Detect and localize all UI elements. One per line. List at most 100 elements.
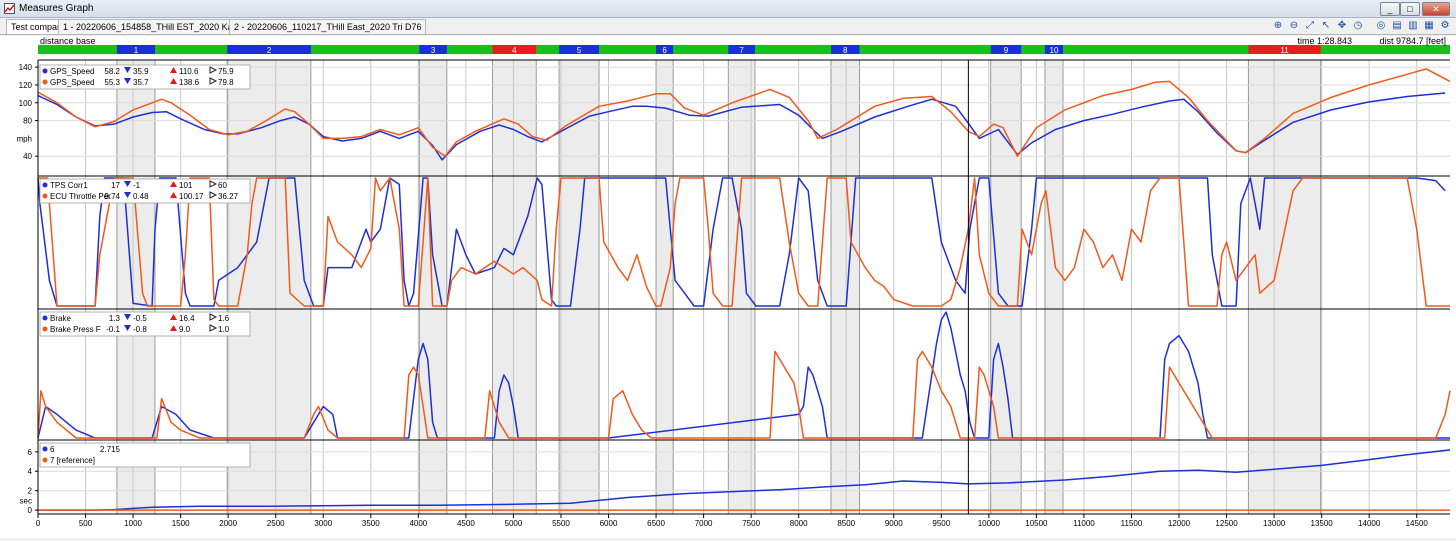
x-tick-label: 3000 [314,519,332,528]
legend-current-value: 2.715 [100,445,121,454]
segment-label: 8 [843,46,848,55]
minimize-button[interactable]: _ [1380,2,1400,16]
segment-1 [116,45,155,54]
layout-2-icon[interactable]: ▥ [1408,20,1418,31]
tab-run-2[interactable]: 2 - 20220606_110217_THill East_2020 Tri … [229,19,427,34]
legend-series-name: 7 [reference] [50,456,95,465]
min-icon [124,67,131,73]
track-icon[interactable]: ◎ [1376,20,1386,31]
legend-current-value: 1.3 [109,314,121,323]
graph-toolbar: ⊕ ⊖ ⤢ ↖ ✥ ◷ ◎ ▤ ▥ ▦ ⚙ [1271,19,1452,33]
min-icon [124,314,131,320]
min-icon [124,78,131,84]
legend-max-value: 16.4 [179,314,195,323]
legend-marker [42,446,48,452]
segment-label: 11 [1280,46,1289,55]
legend-series-name: GPS_Speed [50,67,94,76]
x-tick-label: 8000 [790,519,808,528]
tab-bar: Test compare 1 - 20220606_154858_THill E… [0,18,1456,35]
y-tick-label: 140 [19,63,33,72]
min-icon [124,325,131,331]
segment-bar: 1 2 3 4 5 6 7 8 9 10 11 [38,45,1450,55]
avg-icon [209,324,218,332]
legend-series-name: Brake [50,314,71,323]
legend-avg-value: 75.9 [218,67,234,76]
pan-icon[interactable]: ✥ [1337,20,1347,31]
max-icon [170,325,177,331]
x-tick-label: 9500 [932,519,950,528]
legend-marker [42,193,48,199]
x-tick-label: 4500 [457,519,475,528]
shaded-zone [492,60,537,514]
fit-icon[interactable]: ⤢ [1306,20,1314,31]
x-tick-label: 14000 [1358,519,1381,528]
segment-label: 2 [267,46,272,55]
x-tick-label: 0 [36,519,41,528]
graph-area[interactable]: 1 2 3 4 5 6 7 8 9 10 11 GPS_Speed 58.2 35.9 110.6 75.9… [0,36,1456,538]
segment-6 [656,45,674,54]
legend-series-name: Brake Press F [50,325,101,334]
legend-avg-value: 79.8 [218,78,234,87]
shaded-zone [559,60,599,514]
x-tick-label: 500 [79,519,93,528]
maximize-button[interactable]: □ [1400,2,1420,16]
legend-current-value: 55.3 [104,78,120,87]
legend-marker [42,79,48,85]
segment-4 [492,45,537,54]
avg-icon [209,66,218,74]
min-icon [124,192,131,198]
x-tick-label: 7500 [742,519,760,528]
legend-current-value: -0.1 [106,325,120,334]
x-tick-label: 6500 [647,519,665,528]
legend-series-name: 6 [50,445,55,454]
zones-layer [116,60,1321,514]
legend-series-name: ECU Throttle Per [50,192,111,201]
legend-min-value: -1 [133,181,141,190]
x-tick-label: 12000 [1168,519,1191,528]
x-tick-label: 10000 [978,519,1001,528]
segment-label: 9 [1004,46,1009,55]
legend-marker [42,315,48,321]
series-line-brake-2 [37,350,1451,439]
legend-avg-value: 60 [218,181,227,190]
shaded-zone [656,60,674,514]
cursor-time-readout: time 1:28.843 [1297,36,1352,46]
x-tick-label: 1000 [124,519,142,528]
legend-max-value: 101 [179,181,193,190]
x-tick-label: 5000 [505,519,523,528]
layout-3-icon[interactable]: ▦ [1424,20,1434,31]
segment-label: 4 [512,46,517,55]
y-tick-label: 100 [19,99,33,108]
x-tick-label: 6000 [600,519,618,528]
series-line-time-delta-1 [38,449,1451,511]
legend-current-value: 9.74 [104,192,120,201]
zoom-out-icon[interactable]: ⊖ [1289,20,1299,31]
min-icon [124,181,131,187]
y-tick-label: 6 [28,448,33,457]
max-icon [170,314,177,320]
avg-icon [209,313,218,321]
max-icon [170,192,177,198]
measures-graph[interactable]: 1 2 3 4 5 6 7 8 9 10 11 GPS_Speed 58.2 35.9 110.6 75.9… [0,36,1456,538]
legend-min-value: -0.5 [133,314,147,323]
cursor-icon[interactable]: ↖ [1321,20,1331,31]
legend-max-value: 100.17 [179,192,204,201]
zoom-in-icon[interactable]: ⊕ [1273,20,1283,31]
layout-1-icon[interactable]: ▤ [1392,20,1402,31]
legend-box [39,442,251,468]
legend-current-value: 17 [111,181,120,190]
y-unit-label: mph [16,134,32,143]
x-tick-label: 5500 [552,519,570,528]
series-layer [37,68,1451,511]
clock-icon[interactable]: ◷ [1353,20,1363,31]
x-tick-label: 10500 [1025,519,1048,528]
window-title: Measures Graph [19,3,94,14]
x-tick-label: 1500 [172,519,190,528]
x-tick-label: 2000 [219,519,237,528]
y-tick-label: 0 [28,506,33,515]
settings-icon[interactable]: ⚙ [1440,20,1450,31]
series-line-brake-1 [37,311,1450,439]
close-button[interactable]: ✕ [1422,2,1450,16]
x-tick-label: 11000 [1073,519,1095,528]
legend-marker [42,182,48,188]
